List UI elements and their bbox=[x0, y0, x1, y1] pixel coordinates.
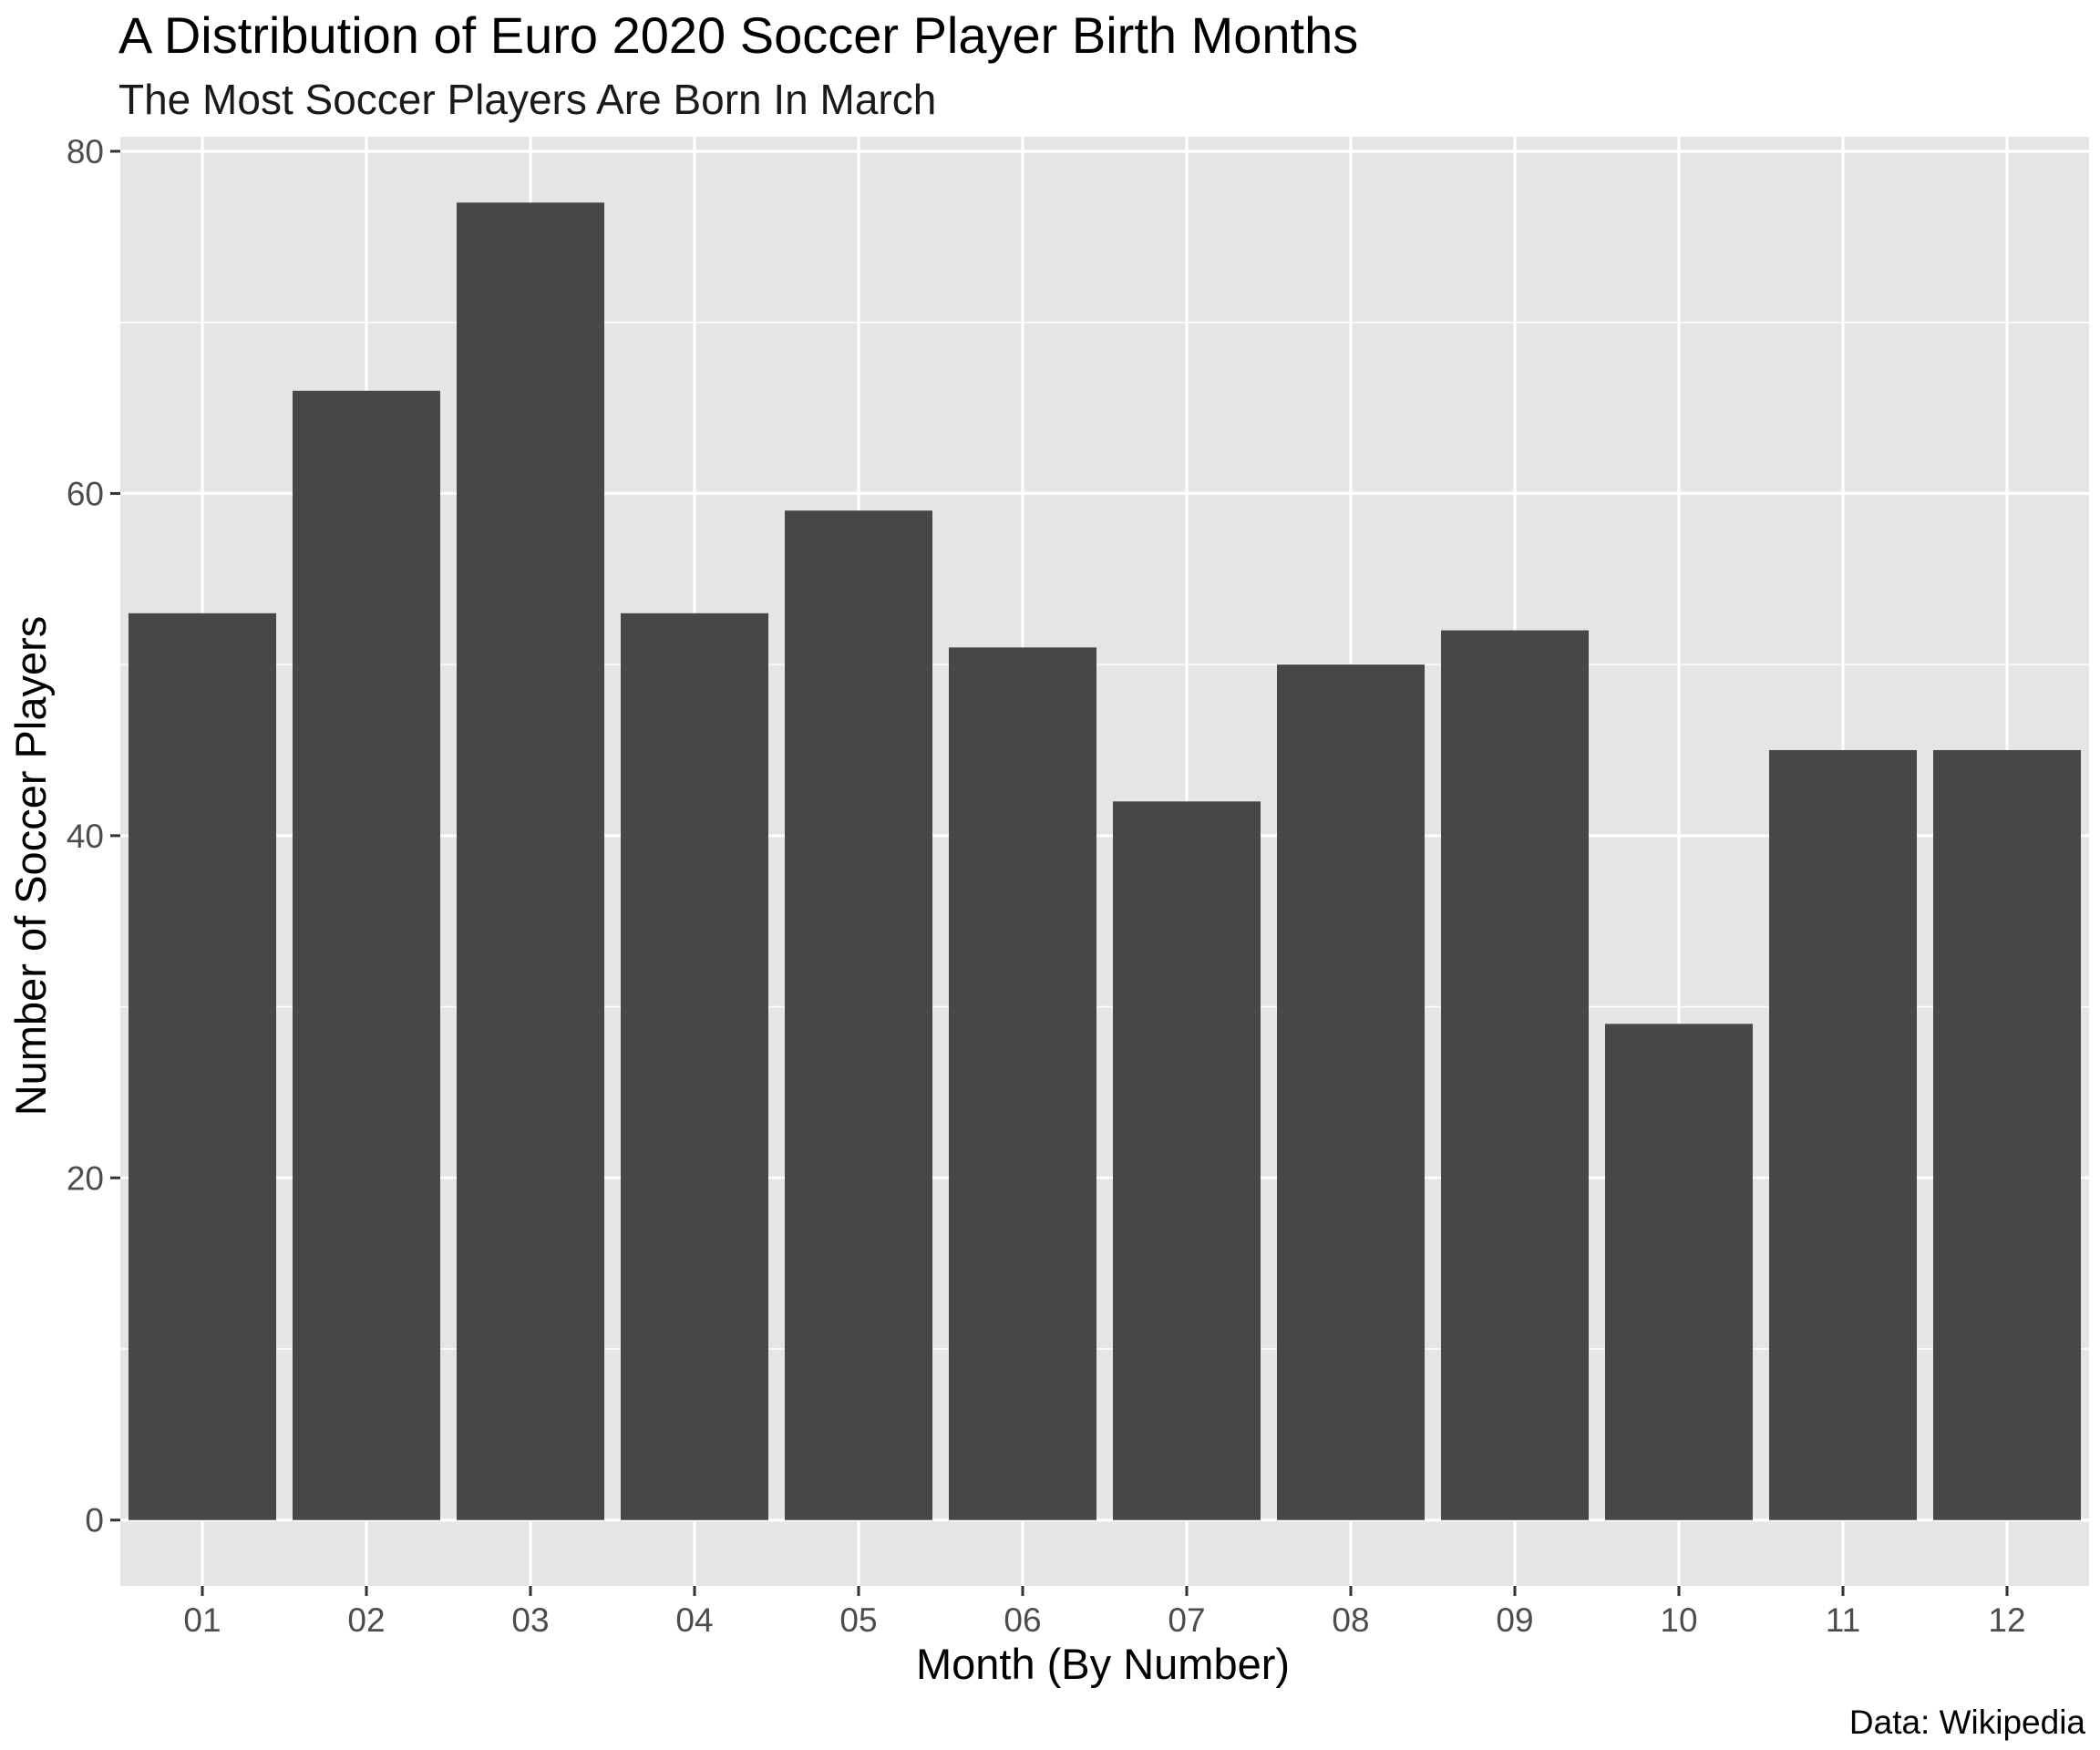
bar-02 bbox=[293, 390, 440, 1520]
x-tick-label: 03 bbox=[511, 1601, 549, 1639]
bar-01 bbox=[129, 612, 276, 1520]
bar-12 bbox=[1933, 749, 2081, 1520]
bar-06 bbox=[949, 647, 1096, 1520]
bar-10 bbox=[1605, 1024, 1753, 1520]
y-tick-label: 40 bbox=[67, 818, 104, 855]
x-tick-label: 11 bbox=[1826, 1601, 1860, 1639]
x-axis: 01 02 03 04 05 06 07 08 09 10 11 12 bbox=[183, 1586, 2026, 1639]
x-tick-label: 02 bbox=[347, 1601, 385, 1639]
chart-title: A Distribution of Euro 2020 Soccer Playe… bbox=[118, 6, 1358, 64]
x-axis-title: Month (By Number) bbox=[916, 1640, 1290, 1688]
y-axis-title: Number of Soccer Players bbox=[6, 616, 55, 1117]
x-tick-label: 10 bbox=[1660, 1601, 1697, 1639]
bar-08 bbox=[1277, 664, 1425, 1520]
bar-09 bbox=[1441, 630, 1589, 1520]
y-tick-label: 80 bbox=[67, 133, 104, 170]
x-tick-label: 05 bbox=[839, 1601, 877, 1639]
bar-07 bbox=[1113, 801, 1261, 1520]
x-tick-label: 07 bbox=[1168, 1601, 1205, 1639]
plot-panel bbox=[120, 137, 2089, 1586]
x-tick-label: 12 bbox=[1988, 1601, 2025, 1639]
x-tick-label: 04 bbox=[675, 1601, 713, 1639]
x-tick-label: 01 bbox=[183, 1601, 221, 1639]
y-tick-label: 0 bbox=[85, 1502, 104, 1539]
x-tick-label: 09 bbox=[1496, 1601, 1533, 1639]
y-tick-label: 20 bbox=[67, 1159, 104, 1197]
bar-11 bbox=[1769, 749, 1917, 1520]
bar-04 bbox=[621, 612, 768, 1520]
data-source-caption: Data: Wikipedia bbox=[1849, 1704, 2086, 1741]
y-tick-label: 60 bbox=[67, 475, 104, 512]
bars bbox=[129, 202, 2081, 1520]
bar-05 bbox=[785, 510, 932, 1520]
x-tick-label: 06 bbox=[1004, 1601, 1041, 1639]
x-tick-label: 08 bbox=[1332, 1601, 1369, 1639]
y-axis: 0 20 40 60 80 bbox=[67, 133, 120, 1539]
chart-subtitle: The Most Soccer Players Are Born In Marc… bbox=[118, 76, 936, 123]
bar-03 bbox=[457, 202, 604, 1520]
